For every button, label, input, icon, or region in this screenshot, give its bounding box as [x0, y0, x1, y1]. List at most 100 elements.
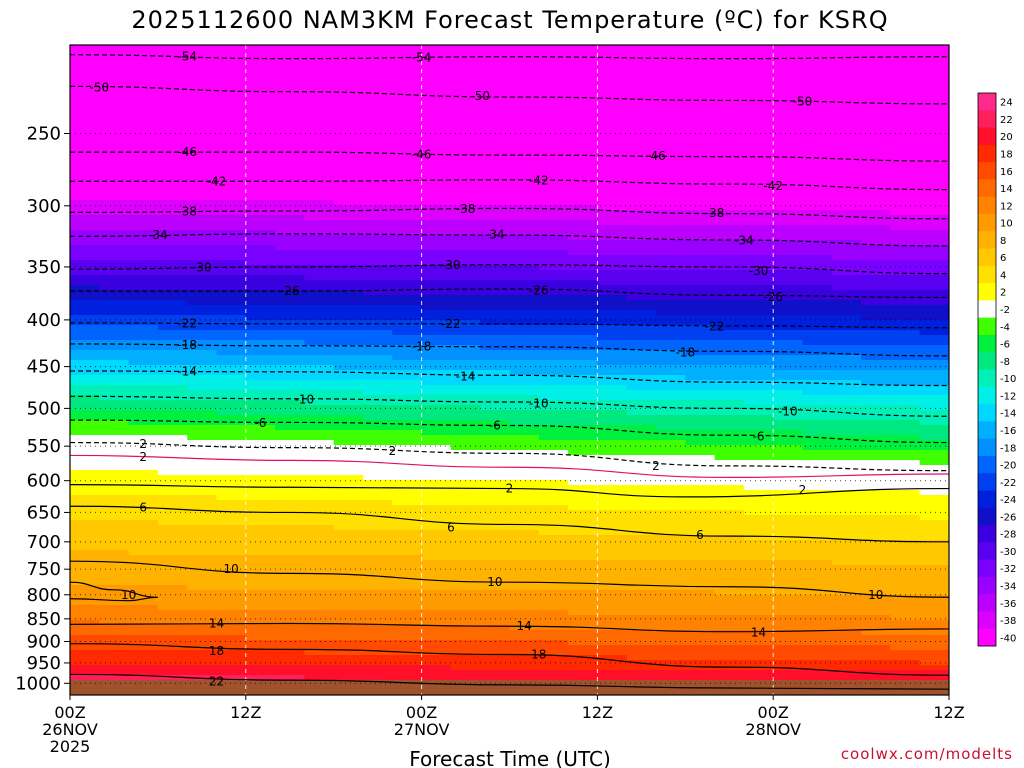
temperature-cell	[919, 290, 949, 296]
temperature-cell	[128, 670, 159, 676]
temperature-cell	[890, 50, 921, 56]
temperature-cell	[421, 560, 452, 566]
temperature-cell	[128, 340, 159, 346]
temperature-cell	[919, 630, 949, 636]
temperature-cell	[216, 580, 247, 586]
temperature-cell	[538, 365, 569, 371]
temperature-cell	[538, 655, 569, 661]
temperature-cell	[363, 385, 393, 391]
temperature-cell	[333, 475, 364, 481]
colorbar-swatch	[978, 611, 996, 630]
temperature-cell	[538, 305, 569, 311]
temperature-cell	[831, 360, 862, 366]
temperature-cell	[304, 340, 335, 346]
temperature-cell	[919, 455, 949, 461]
temperature-cell	[597, 280, 628, 286]
temperature-cell	[128, 475, 159, 481]
temperature-cell	[773, 575, 804, 581]
temperature-cell	[597, 515, 628, 521]
temperature-cell	[743, 455, 774, 461]
temperature-cell	[245, 250, 276, 256]
temperature-cell	[392, 195, 423, 201]
temperature-cell	[685, 515, 716, 521]
temperature-cell	[245, 155, 276, 161]
colorbar-label: -24	[1000, 495, 1016, 506]
temperature-cell	[568, 645, 598, 651]
temperature-cell	[363, 45, 393, 51]
temperature-cell	[275, 225, 305, 231]
temperature-cell	[568, 560, 598, 566]
contour-label: 10	[224, 562, 239, 576]
temperature-cell	[831, 500, 862, 506]
temperature-cell	[275, 205, 305, 211]
temperature-cell	[509, 270, 540, 276]
contour-label: 10	[868, 588, 883, 602]
temperature-cell	[480, 340, 511, 346]
temperature-cell	[421, 160, 452, 166]
temperature-cell	[480, 635, 511, 641]
temperature-cell	[216, 235, 247, 241]
temperature-cell	[773, 475, 804, 481]
temperature-cell	[509, 190, 540, 196]
temperature-cell	[275, 440, 305, 446]
temperature-cell	[421, 630, 452, 636]
temperature-cell	[304, 400, 335, 406]
temperature-cell	[802, 405, 833, 411]
colorbar-label: -22	[1000, 478, 1016, 489]
temperature-cell	[128, 285, 159, 291]
temperature-cell	[656, 335, 686, 341]
temperature-cell	[743, 75, 774, 81]
temperature-cell	[919, 615, 949, 621]
colorbar-swatch	[978, 127, 996, 146]
temperature-cell	[333, 445, 364, 451]
contour-label: -10	[295, 393, 315, 407]
temperature-cell	[568, 590, 598, 596]
credit-text[interactable]: coolwx.com/modelts	[841, 745, 1013, 763]
temperature-cell	[128, 50, 159, 56]
contour-line	[70, 395, 949, 417]
contour-label: -18	[675, 346, 695, 360]
contour-line	[70, 85, 949, 105]
temperature-cell	[714, 485, 745, 491]
temperature-cell	[245, 55, 276, 61]
temperature-cell	[480, 615, 511, 621]
temperature-cell	[656, 50, 686, 56]
temperature-cell	[656, 665, 686, 671]
temperature-cell	[685, 215, 716, 221]
temperature-cell	[363, 105, 393, 111]
temperature-cell	[714, 380, 745, 386]
temperature-cell	[656, 100, 686, 106]
temperature-cell	[597, 425, 628, 431]
temperature-cell	[450, 150, 481, 156]
temperature-cell	[919, 225, 949, 231]
temperature-cell	[333, 80, 364, 86]
temperature-cell	[538, 540, 569, 546]
temperature-cell	[421, 285, 452, 291]
temperature-cell	[656, 150, 686, 156]
temperature-cell	[509, 385, 540, 391]
temperature-cell	[743, 335, 774, 341]
temperature-cell	[626, 230, 657, 236]
contour-line	[70, 673, 949, 690]
temperature-cell	[626, 250, 657, 256]
temperature-cell	[773, 470, 804, 476]
temperature-cell	[890, 210, 921, 216]
temperature-cell	[421, 330, 452, 336]
temperature-cell	[568, 405, 598, 411]
colorbar-label: -2	[1000, 305, 1010, 316]
temperature-cell	[216, 600, 247, 606]
colorbar-swatch	[978, 576, 996, 595]
temperature-cell	[99, 645, 130, 651]
temperature-cell	[802, 280, 833, 286]
temperature-cell	[157, 200, 188, 206]
temperature-cell	[597, 255, 628, 261]
temperature-cell	[216, 330, 247, 336]
temperature-cell	[70, 285, 100, 291]
temperature-cell	[656, 500, 686, 506]
temperature-cell	[70, 475, 100, 481]
temperature-cell	[656, 330, 686, 336]
x-tick-label: 12Z	[933, 703, 964, 722]
temperature-cell	[275, 650, 305, 656]
temperature-cell	[333, 305, 364, 311]
temperature-cell	[99, 280, 130, 286]
